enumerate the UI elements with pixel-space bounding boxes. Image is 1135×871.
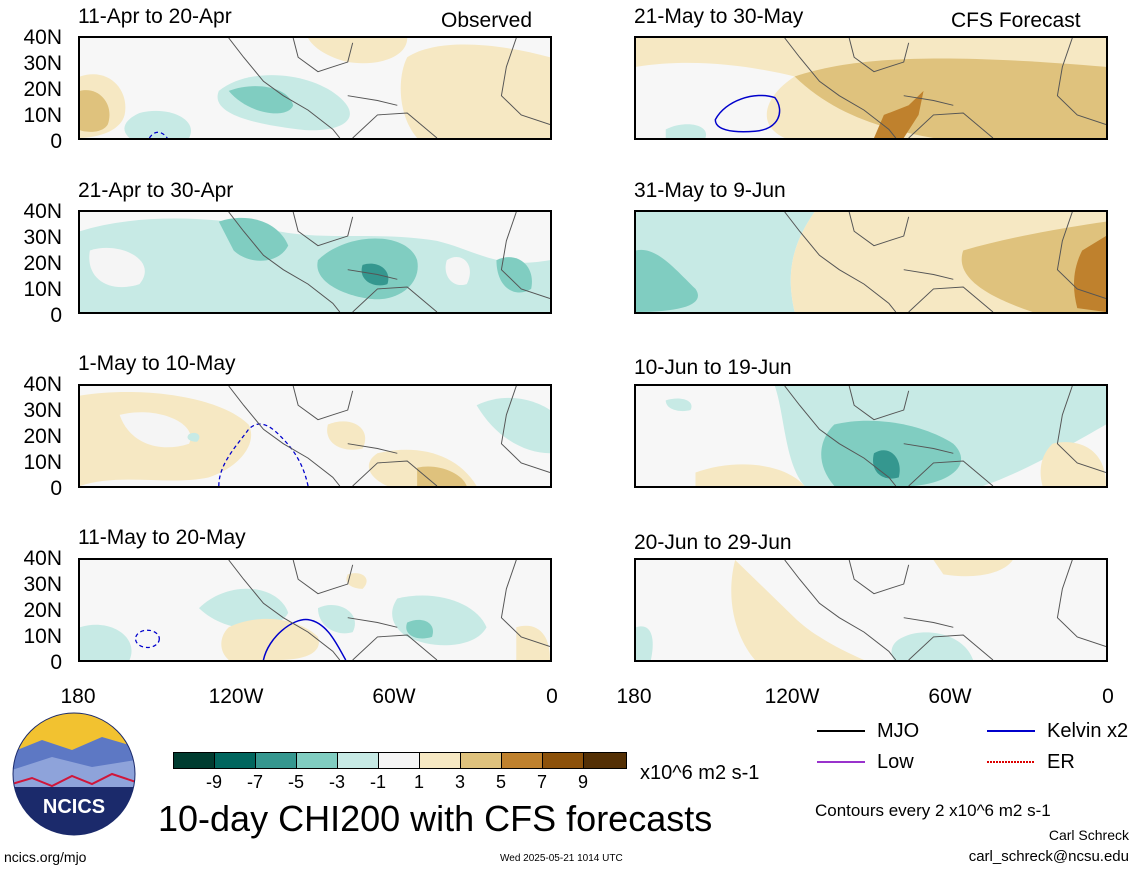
lon-label: 120W bbox=[764, 685, 820, 708]
lon-label: 180 bbox=[60, 685, 96, 708]
colorbar-tick-label: -9 bbox=[205, 772, 223, 792]
map-panel-5 bbox=[78, 384, 552, 488]
coastline bbox=[228, 386, 550, 486]
coastline bbox=[228, 38, 550, 138]
map-panel-7 bbox=[78, 558, 552, 662]
map-panel-1 bbox=[78, 36, 552, 140]
legend-kelvin-line bbox=[987, 730, 1035, 732]
colorbar-swatch bbox=[378, 752, 420, 769]
legend-er-line bbox=[987, 761, 1035, 763]
colorbar-tick-label: 1 bbox=[413, 772, 425, 792]
legend-low-line bbox=[817, 761, 865, 763]
lat-label: 20N bbox=[23, 425, 62, 448]
coastline bbox=[784, 212, 1106, 312]
lon-label: 0 bbox=[1102, 685, 1114, 708]
map-panel-4 bbox=[634, 210, 1108, 314]
lat-label: 0 bbox=[50, 477, 62, 500]
colorbar-tick-label: 5 bbox=[495, 772, 507, 792]
colorbar-swatch bbox=[173, 752, 215, 769]
author-email[interactable]: carl_schreck@ncsu.edu bbox=[968, 848, 1129, 865]
contours-note: Contours every 2 x10^6 m2 s-1 bbox=[815, 801, 1051, 820]
panel-6-title: 10-Jun to 19-Jun bbox=[634, 356, 792, 379]
colorbar-tick-label: 9 bbox=[577, 772, 589, 792]
figure-title: 10-day CHI200 with CFS forecasts bbox=[158, 798, 713, 839]
coastline bbox=[784, 386, 1106, 486]
lat-label: 30N bbox=[23, 52, 62, 75]
panel-1-title: 11-Apr to 20-Apr bbox=[78, 5, 232, 28]
colorbar-tick-label: 7 bbox=[536, 772, 548, 792]
panel-8-title: 20-Jun to 29-Jun bbox=[634, 531, 792, 554]
colorbar-ticks: -9 -7 -5 -3 -1 1 3 5 7 9 bbox=[173, 773, 627, 795]
lat-label: 20N bbox=[23, 78, 62, 101]
panel-3-title: 21-Apr to 30-Apr bbox=[78, 179, 234, 202]
colorbar bbox=[173, 752, 627, 769]
lat-label: 20N bbox=[23, 252, 62, 275]
colorbar-swatch bbox=[214, 752, 256, 769]
site-url[interactable]: ncics.org/mjo bbox=[4, 849, 87, 865]
legend: MJO Kelvin x2 Low ER bbox=[815, 720, 1129, 781]
cfs-forecast-tag: CFS Forecast bbox=[951, 9, 1081, 32]
lat-label: 40N bbox=[23, 200, 62, 223]
colorbar-swatch bbox=[501, 752, 543, 769]
coastline bbox=[228, 212, 550, 312]
lon-label: 0 bbox=[546, 685, 558, 708]
panel-7-title: 11-May to 20-May bbox=[78, 526, 246, 549]
author-name: Carl Schreck bbox=[1048, 827, 1129, 843]
observed-tag: Observed bbox=[441, 9, 533, 32]
lon-label: 120W bbox=[208, 685, 264, 708]
lat-label: 0 bbox=[50, 651, 62, 674]
lat-label: 10N bbox=[23, 104, 62, 127]
colorbar-swatch bbox=[460, 752, 502, 769]
coastline bbox=[228, 560, 550, 660]
ncics-logo: NCICS bbox=[12, 712, 136, 836]
colorbar-swatch bbox=[542, 752, 584, 769]
colorbar-tick-label: -1 bbox=[369, 772, 387, 792]
lon-label: 60W bbox=[372, 685, 416, 708]
panel-4-title: 31-May to 9-Jun bbox=[634, 179, 786, 202]
lat-label: 10N bbox=[23, 278, 62, 301]
lon-label: 180 bbox=[616, 685, 652, 708]
lat-label: 10N bbox=[23, 451, 62, 474]
colorbar-swatch bbox=[583, 752, 627, 769]
panel-5-title: 1-May to 10-May bbox=[78, 352, 236, 375]
lat-label: 0 bbox=[50, 130, 62, 153]
lat-label: 30N bbox=[23, 226, 62, 249]
map-panel-2 bbox=[634, 36, 1108, 140]
legend-mjo-label: MJO bbox=[877, 720, 920, 742]
panel-2-title: 21-May to 30-May bbox=[634, 5, 804, 28]
colorbar-tick-label: -5 bbox=[287, 772, 305, 792]
timestamp: Wed 2025-05-21 1014 UTC bbox=[500, 853, 623, 864]
colorbar-units: x10^6 m2 s-1 bbox=[640, 762, 760, 784]
lat-label: 20N bbox=[23, 599, 62, 622]
lat-label: 30N bbox=[23, 573, 62, 596]
colorbar-tick-label: 3 bbox=[454, 772, 466, 792]
map-panel-6 bbox=[634, 384, 1108, 488]
lat-label: 40N bbox=[23, 547, 62, 570]
legend-er-label: ER bbox=[1047, 751, 1075, 773]
lat-label: 0 bbox=[50, 304, 62, 327]
lon-label: 60W bbox=[928, 685, 972, 708]
lat-label: 40N bbox=[23, 373, 62, 396]
lat-label: 10N bbox=[23, 625, 62, 648]
lat-label: 30N bbox=[23, 399, 62, 422]
legend-low-label: Low bbox=[877, 751, 914, 773]
map-panel-3 bbox=[78, 210, 552, 314]
colorbar-tick-label: -7 bbox=[246, 772, 264, 792]
colorbar-swatch bbox=[296, 752, 338, 769]
coastline bbox=[784, 560, 1106, 660]
legend-mjo-line bbox=[817, 730, 865, 732]
colorbar-swatch bbox=[255, 752, 297, 769]
logo-text: NCICS bbox=[43, 796, 105, 818]
colorbar-swatch bbox=[337, 752, 379, 769]
colorbar-tick-label: -3 bbox=[328, 772, 346, 792]
lat-label: 40N bbox=[23, 26, 62, 49]
colorbar-swatch bbox=[419, 752, 461, 769]
map-panel-8 bbox=[634, 558, 1108, 662]
legend-kelvin-label: Kelvin x2 bbox=[1047, 720, 1129, 742]
coastline bbox=[784, 38, 1106, 138]
